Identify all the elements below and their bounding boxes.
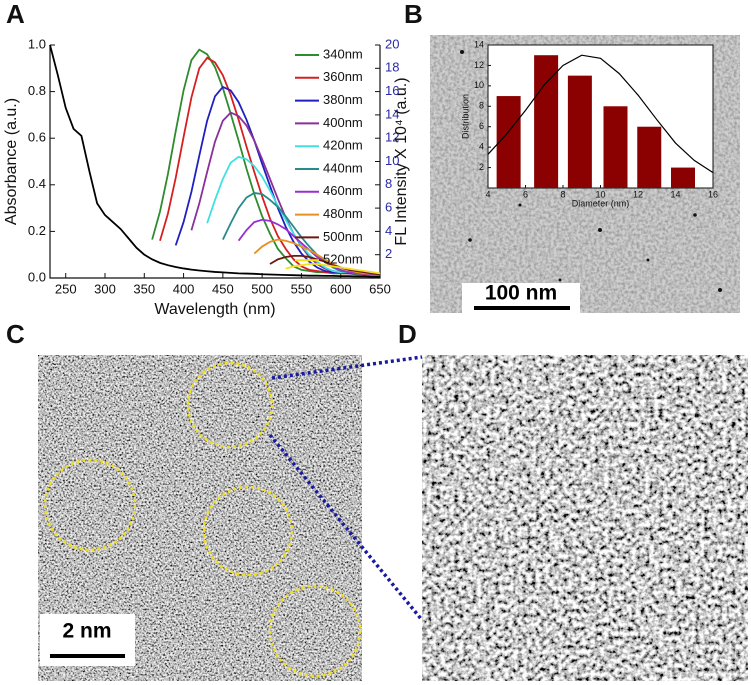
series-line: [285, 263, 381, 275]
bar: [637, 126, 662, 188]
y-tick-label: 4: [479, 142, 484, 152]
legend-label: 520nm: [323, 252, 363, 267]
zoom-lines: [268, 355, 424, 622]
fit-curve: [487, 54, 714, 174]
y-axis-label: Absorbance (a.u.): [3, 98, 20, 225]
y-tick-label: 0.2: [28, 223, 46, 238]
inset-frame: [487, 44, 714, 189]
x-tick-label: 250: [55, 281, 77, 296]
panel-label: D: [398, 319, 417, 349]
y-tick-label: 0.4: [28, 176, 46, 191]
x-tick-label: 350: [133, 281, 155, 296]
series-line: [269, 254, 381, 276]
scale-label: 100 nm: [485, 282, 557, 305]
bar: [671, 167, 695, 188]
bar: [496, 96, 521, 188]
y-tick-label: 1.0: [28, 36, 46, 51]
particles: [460, 50, 722, 292]
y-tick-label: 2: [479, 162, 484, 172]
legend-label: 360nm: [323, 69, 363, 84]
x-tick-label: 650: [369, 281, 391, 296]
x-tick-label: 16: [708, 189, 718, 199]
x-tick-label: 400: [173, 281, 195, 296]
bar: [534, 55, 559, 188]
x-tick-label: 8: [560, 189, 565, 199]
particle-circles: [43, 361, 362, 678]
charts: 250 300 350 400 450 500 550 600 650 0.0 0.2 0.4 0.6 0…: [3, 36, 718, 318]
x-tick-label: 14: [670, 189, 680, 199]
x-tick-label: 550: [291, 281, 313, 296]
y2-tick-label: 4: [385, 223, 392, 238]
panel-label: C: [6, 319, 25, 349]
legend-label: 460nm: [323, 183, 363, 198]
hrtem-texture: [422, 355, 748, 681]
panel-label: B: [404, 0, 423, 29]
y-tick-label: 0.8: [28, 83, 46, 98]
x-tick-label: 500: [251, 281, 273, 296]
y2-axis-label: FL Intensity X 10⁴ (a.u.): [393, 77, 410, 245]
y-tick-label: 6: [479, 121, 484, 131]
scale-label: 2 nm: [62, 620, 111, 643]
legend-label: 400nm: [323, 115, 363, 130]
bar: [603, 106, 628, 188]
legend-label: 340nm: [323, 46, 363, 61]
y-tick-label: 0.6: [28, 130, 46, 145]
y-tick-label: 10: [474, 80, 484, 90]
x-tick-label: 6: [523, 189, 528, 199]
panel-label: A: [6, 0, 25, 29]
y2-tick-label: 8: [385, 176, 392, 191]
y-tick-label: 14: [474, 39, 484, 49]
series-line: [253, 238, 381, 276]
legend-label: 380nm: [323, 92, 363, 107]
bar: [567, 75, 592, 188]
series-line: [49, 44, 380, 278]
y-tick-label: 8: [479, 101, 484, 111]
y-axis-label: Distribution: [460, 94, 470, 139]
x-axis-label: Wavelength (nm): [154, 301, 275, 318]
legend-label: 500nm: [323, 229, 363, 244]
legend-label: 440nm: [323, 160, 363, 175]
x-tick-label: 10: [595, 189, 605, 199]
x-tick-label: 450: [212, 281, 234, 296]
x-tick-label: 12: [633, 189, 643, 199]
y-tick-label: 12: [474, 60, 484, 70]
y2-tick-label: 6: [385, 200, 392, 215]
y2-tick-label: 2: [385, 246, 392, 261]
x-axis-label: Diameter (nm): [572, 198, 630, 208]
y-tick-label: 0.0: [28, 269, 46, 284]
y2-tick-label: 12: [385, 130, 399, 145]
y2-tick-label: 18: [385, 60, 399, 75]
x-tick-label: 4: [485, 189, 490, 199]
y2-tick-label: 10: [385, 153, 399, 168]
y2-tick-label: 16: [385, 83, 399, 98]
x-tick-label: 300: [94, 281, 116, 296]
y2-tick-label: 20: [385, 36, 399, 51]
x-tick-label: 600: [330, 281, 352, 296]
legend-label: 480nm: [323, 206, 363, 221]
y2-tick-label: 14: [385, 106, 399, 121]
legend-label: 420nm: [323, 138, 363, 153]
